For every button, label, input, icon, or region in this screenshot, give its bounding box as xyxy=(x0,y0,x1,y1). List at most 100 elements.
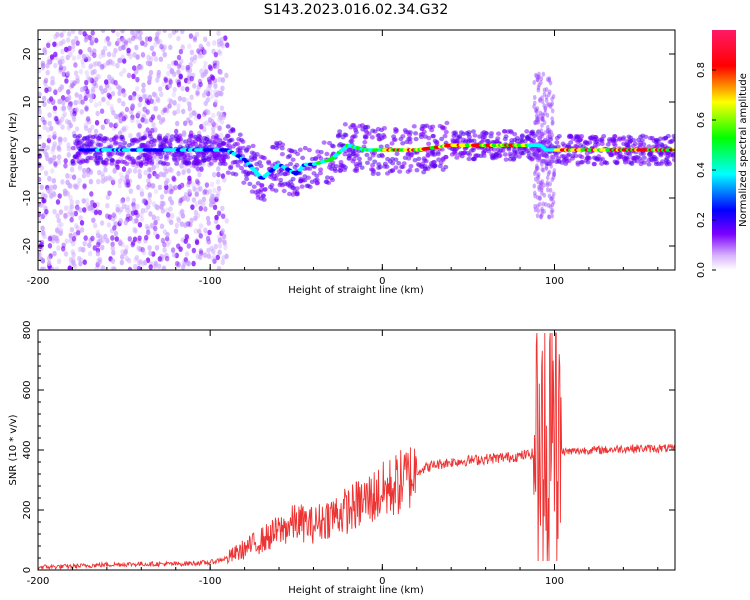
spectrogram-cell xyxy=(541,112,546,118)
spectrogram-cell xyxy=(87,118,92,125)
spectrogram-cell xyxy=(82,207,87,213)
spectrogram-cell xyxy=(647,135,653,141)
spectrogram-cell xyxy=(60,179,65,185)
spectrogram-cell xyxy=(167,32,173,39)
spectrogram-cell xyxy=(207,78,212,85)
spectrogram-cell xyxy=(48,96,54,102)
spectrogram-cell xyxy=(115,206,120,213)
spectrogram-cell xyxy=(114,236,120,242)
spectrogram-cell xyxy=(129,156,135,161)
spectrogram-cell xyxy=(551,195,555,201)
spectrogram-cell xyxy=(550,132,554,138)
spectrogram-cell xyxy=(212,40,217,46)
spectrogram-cell xyxy=(535,117,539,123)
spectrogram-cell xyxy=(47,120,52,127)
spectrogram-cell xyxy=(213,83,218,90)
spectrogram-cell xyxy=(42,124,47,131)
spectrogram-cell xyxy=(137,221,143,228)
spectrogram-cell xyxy=(402,155,408,161)
spectrogram-cell xyxy=(162,247,167,253)
spectrogram-cell xyxy=(58,136,63,143)
spectrogram-cell xyxy=(359,165,365,170)
spectrogram-cell xyxy=(55,31,60,38)
spectrogram-cell xyxy=(170,247,176,253)
spectrogram-cell xyxy=(69,79,75,86)
spectrogram-cell xyxy=(156,30,162,35)
spectrogram-cell xyxy=(237,132,243,137)
spectrogram-cell xyxy=(68,173,73,180)
spectrogram-cell xyxy=(49,193,54,199)
spectrogram-cell xyxy=(66,152,71,158)
spectrogram-cell xyxy=(143,259,148,266)
spectrogram-cell xyxy=(452,151,458,156)
spectrogram-cell xyxy=(112,225,117,231)
spectrogram-cell xyxy=(541,152,546,158)
spectrogram-cell xyxy=(194,178,200,185)
spectrogram-cell xyxy=(53,51,58,58)
spectrogram-cell xyxy=(141,82,146,89)
spectrogram-cell xyxy=(69,166,75,173)
spectrogram-cell xyxy=(46,255,52,262)
spectrogram-cell xyxy=(157,38,163,45)
spectrogram-cell xyxy=(503,134,509,139)
spectrogram-cell xyxy=(425,152,431,158)
spectrogram-cell xyxy=(176,63,182,70)
spectrogram-cell xyxy=(369,167,375,172)
spectrogram-cell xyxy=(653,161,659,167)
spectrogram-cell xyxy=(288,161,294,167)
spectrogram-cell xyxy=(534,113,539,119)
spectrogram-cell xyxy=(430,124,436,129)
spectrogram-cell xyxy=(90,88,96,94)
spectrogram-cell xyxy=(148,211,153,217)
spectrogram-cell xyxy=(60,123,65,130)
spectrogram-cell xyxy=(99,265,104,270)
spectrogram-cell xyxy=(536,157,540,163)
spectrogram-cell xyxy=(179,163,184,169)
spectrogram-cell xyxy=(81,172,87,179)
spectrogram-cell xyxy=(146,54,151,61)
spectrogram-cell xyxy=(169,188,174,195)
spectrogram-cell xyxy=(210,135,216,140)
spectrogram-cell xyxy=(140,117,145,123)
spectrogram-cell xyxy=(541,201,545,207)
spectrogram-cell xyxy=(122,126,127,133)
spectrogram-cell xyxy=(456,135,462,140)
spectrogram-cell xyxy=(155,233,160,240)
spectrogram-cell xyxy=(376,153,382,159)
spectrogram-cell xyxy=(88,155,94,161)
spectrogram-cell xyxy=(491,147,497,152)
spectrogram-cell xyxy=(458,130,464,135)
spectrogram-cell xyxy=(457,152,463,157)
spectrogram-cell xyxy=(100,178,106,184)
spectrogram-cell xyxy=(535,117,539,123)
colorbar-tick-label: 0.4 xyxy=(696,162,707,178)
spectrogram-cell xyxy=(485,146,491,152)
spectrogram-cell xyxy=(437,163,443,169)
spectrogram-cell xyxy=(136,263,141,270)
spectrogram-cell xyxy=(167,217,172,223)
spectrogram-cell xyxy=(134,33,139,40)
spectrogram-cell xyxy=(547,193,552,199)
spectrogram-cell xyxy=(193,156,199,162)
spectrogram-cell xyxy=(100,49,106,56)
spectrogram-cell xyxy=(171,175,176,182)
spectrogram-cell xyxy=(214,196,219,203)
spectrogram-cell xyxy=(543,110,547,116)
spectrogram-cell xyxy=(58,118,63,125)
spectrogram-cell xyxy=(599,141,605,147)
spectrogram-cell xyxy=(164,184,169,190)
spectrogram-cell xyxy=(63,46,69,53)
spectrogram-cell xyxy=(121,44,126,51)
spectrogram-cell xyxy=(122,140,128,146)
spectrogram-cell xyxy=(83,235,88,241)
spectrogram-cell xyxy=(615,155,621,160)
spectrogram-cell xyxy=(138,123,143,129)
spectrogram-cell xyxy=(465,150,471,156)
spectrogram-cell xyxy=(220,259,225,266)
spectrogram-cell xyxy=(76,159,82,164)
spectrogram-cell xyxy=(43,77,49,84)
spectrogram-cell xyxy=(72,80,77,86)
spectrogram-cell xyxy=(136,245,141,252)
spectrogram-cell xyxy=(66,104,72,110)
spectrogram-cell xyxy=(119,198,125,204)
